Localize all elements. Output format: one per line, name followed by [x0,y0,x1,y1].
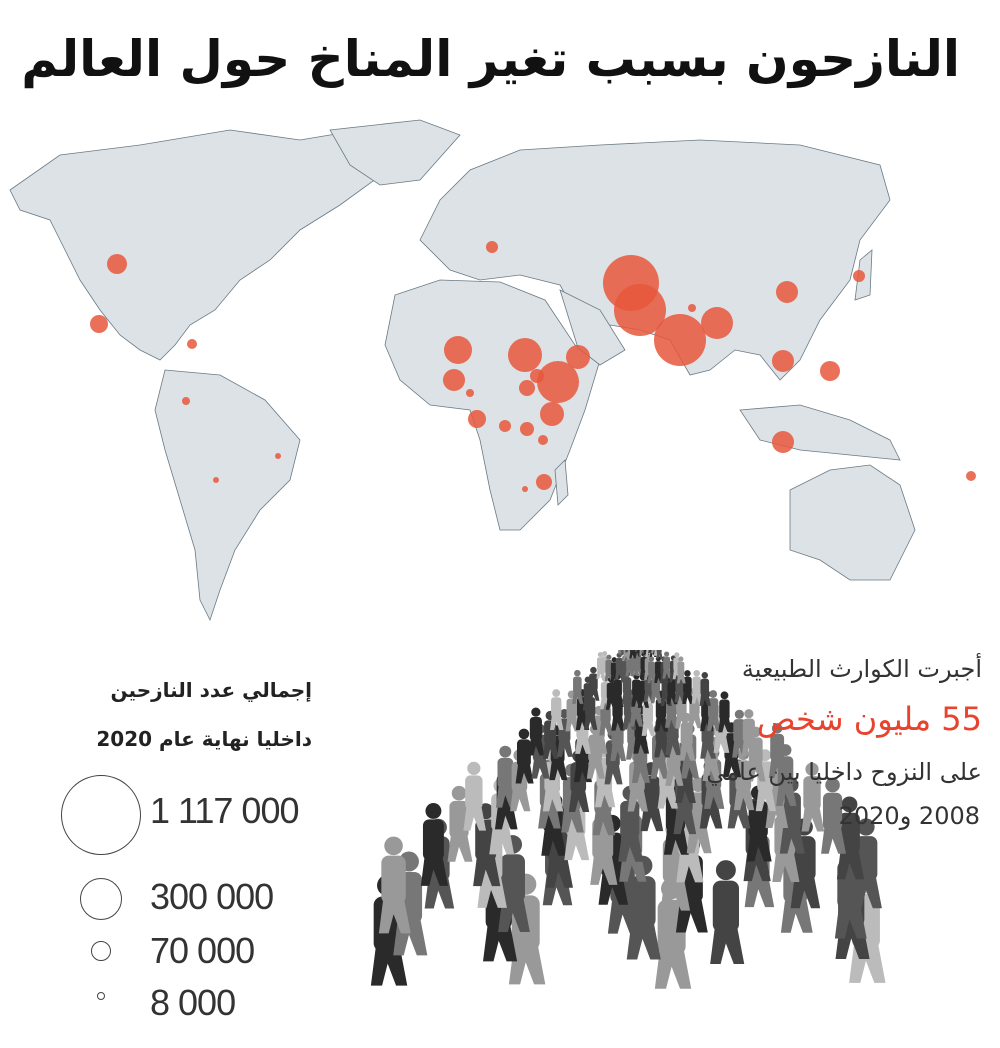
person-silhouette [647,656,657,684]
stat-line-1: أجبرت الكوارث الطبيعية [741,655,982,683]
africa [384,279,601,531]
person-silhouette [550,689,564,731]
person-silhouette [691,669,703,704]
legend-circle-large [61,775,141,855]
person-silhouette [656,650,663,659]
legend-label-large: 1 117 000 [150,790,299,831]
displacement-bubble [90,315,108,333]
stat-highlight: 55 مليون شخص [756,700,982,738]
page-title: النازحون بسبب تغير المناخ حول العالم [21,30,960,88]
north-america [9,124,396,361]
person-silhouette [821,777,846,854]
displacement-bubble [508,338,542,372]
person-silhouette [836,796,865,880]
person-silhouette [706,690,721,732]
displacement-bubble [966,471,976,481]
stat-line-3: على النزوح داخليا بين عامي [706,758,982,786]
person-silhouette [662,651,672,679]
displacement-bubble [772,431,794,453]
person-silhouette [588,666,600,701]
person-silhouette [768,723,787,778]
person-silhouette [718,691,732,733]
person-silhouette [515,728,534,784]
legend-title-line-1: إجمالي عدد النازحين [110,678,312,702]
person-silhouette [755,749,777,812]
south-america [154,369,301,622]
person-silhouette [528,707,545,756]
displacement-bubble [536,474,552,490]
greenland [329,119,461,186]
legend-circle-small [91,941,111,961]
person-silhouette [495,745,517,808]
person-silhouette [801,762,825,832]
displacement-bubble [566,345,590,369]
southeast-asia [739,404,901,461]
displacement-bubble [654,314,706,366]
displacement-bubble [540,402,564,426]
person-silhouette [682,670,694,705]
person-silhouette [572,669,584,704]
displacement-bubble [772,350,794,372]
displacement-bubble [519,380,535,396]
displacement-bubble [107,254,127,274]
legend-label-tiny: 8 000 [150,982,236,1023]
legend-label-medium: 300 000 [150,876,274,917]
displacement-bubble [444,336,472,364]
displacement-bubble [275,453,281,459]
person-silhouette [699,672,711,706]
person-silhouette [378,836,411,934]
displacement-bubble [468,410,486,428]
legend-circle-tiny [97,992,105,1000]
crowd-illustration [370,650,886,989]
stat-line-4: 2008 و2020 [838,802,980,830]
bubble-layer [90,241,976,492]
displacement-bubble [213,477,219,483]
displacement-bubble [520,422,534,436]
australia [789,464,916,581]
person-silhouette [463,761,487,831]
displacement-bubble [182,397,190,405]
arabia [559,289,626,366]
displacement-bubble [522,486,528,492]
displacement-bubble [486,241,498,253]
displacement-bubble [466,389,474,397]
displacement-bubble [853,270,865,282]
person-silhouette [676,656,686,684]
person-silhouette [618,785,644,862]
displacement-bubble [443,369,465,391]
madagascar [554,459,569,506]
person-silhouette [710,860,745,965]
displacement-bubble [187,339,197,349]
displacement-bubble [776,281,798,303]
legend-circle-medium [80,878,122,920]
displacement-bubble [688,304,696,312]
person-silhouette [741,709,758,758]
displacement-bubble [530,369,544,383]
displacement-bubble [614,284,666,336]
displacement-bubble [499,420,511,432]
legend-label-small: 70 000 [150,930,255,971]
world-map [9,119,976,622]
displacement-bubble [701,307,733,339]
displacement-bubble [820,361,840,381]
legend-title-line-2: داخليا نهاية عام 2020 [96,727,312,751]
displacement-bubble [538,435,548,445]
displacement-bubble [537,361,579,403]
person-silhouette [420,803,449,886]
